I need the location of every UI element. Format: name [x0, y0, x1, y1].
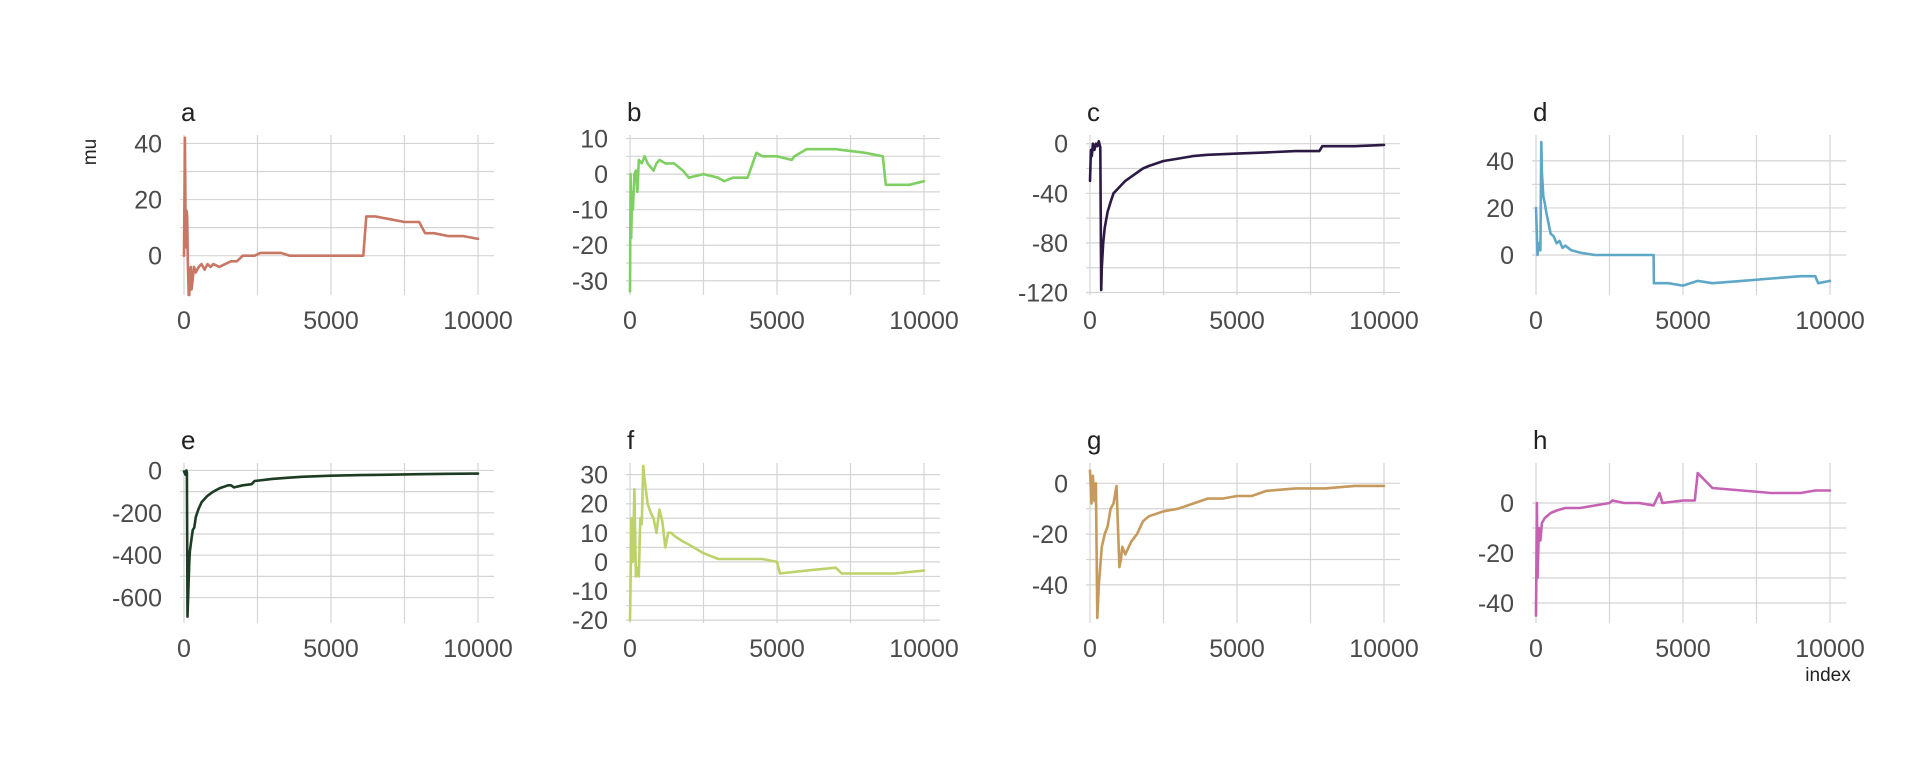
y-tick-label: -30	[572, 268, 608, 296]
series-line	[182, 469, 480, 618]
y-tick-label: 10	[580, 126, 608, 154]
panel-letter: e	[181, 425, 195, 455]
panel-h: h 0 5000 10000 0 -20 -40	[1478, 425, 1865, 663]
y-tick-label: 0	[594, 161, 608, 189]
y-tick-label: -40	[1478, 590, 1514, 618]
series-line	[1088, 139, 1386, 292]
panel-letter: g	[1087, 425, 1101, 455]
x-tick-label: 5000	[1209, 307, 1265, 335]
panel-letter: b	[627, 97, 641, 127]
y-tick-label: -200	[112, 500, 162, 528]
series-line	[182, 136, 480, 297]
x-tick-label: 10000	[1795, 635, 1865, 663]
x-tick-label: 10000	[889, 307, 959, 335]
x-tick-label: 10000	[1349, 307, 1419, 335]
y-tick-label: 0	[1500, 490, 1514, 518]
x-tick-label: 5000	[303, 635, 359, 663]
x-tick-label: 0	[1529, 307, 1543, 335]
y-tick-label: 0	[1054, 470, 1068, 498]
x-tick-label: 0	[623, 635, 637, 663]
panel-letter: c	[1087, 97, 1100, 127]
y-tick-label: 40	[134, 130, 162, 158]
y-tick-label: 20	[1486, 195, 1514, 223]
series-line	[628, 147, 926, 293]
y-tick-label: -20	[572, 232, 608, 260]
y-tick-label: 30	[580, 462, 608, 490]
y-tick-label: -20	[1032, 521, 1068, 549]
x-tick-label: 10000	[1349, 635, 1419, 663]
x-tick-label: 5000	[749, 635, 805, 663]
y-tick-label: 0	[148, 457, 162, 485]
x-tick-label: 5000	[1655, 635, 1711, 663]
y-tick-label: -10	[572, 578, 608, 606]
y-tick-label: -400	[112, 542, 162, 570]
x-tick-label: 5000	[749, 307, 805, 335]
y-tick-label: -10	[572, 197, 608, 225]
x-tick-label: 0	[1083, 635, 1097, 663]
y-tick-label: 20	[134, 187, 162, 215]
x-tick-label: 0	[177, 635, 191, 663]
x-tick-label: 10000	[443, 635, 513, 663]
panel-letter: a	[181, 97, 196, 127]
panel-b: b 0 5000 10000 10 0 -10 -20 -30	[572, 97, 959, 335]
y-tick-label: -40	[1032, 572, 1068, 600]
x-tick-label: 0	[177, 307, 191, 335]
x-tick-label: 10000	[443, 307, 513, 335]
y-tick-label: -120	[1018, 280, 1068, 308]
y-tick-label: 0	[148, 243, 162, 271]
series-line	[1088, 469, 1386, 620]
x-tick-label: 5000	[303, 307, 359, 335]
y-tick-label: -600	[112, 585, 162, 613]
y-tick-label: -20	[1478, 540, 1514, 568]
x-axis-title: index	[1805, 665, 1851, 686]
y-tick-label: -40	[1032, 180, 1068, 208]
panel-letter: f	[627, 425, 635, 455]
y-tick-label: 0	[1054, 131, 1068, 159]
x-tick-label: 10000	[1795, 307, 1865, 335]
panel-letter: h	[1533, 425, 1547, 455]
panel-d: d 0 5000 10000 40 20 0	[1486, 97, 1865, 335]
panel-a: a 0 5000 10000 40 20 0	[134, 97, 513, 335]
y-tick-label: -20	[572, 607, 608, 635]
x-tick-label: 5000	[1209, 635, 1265, 663]
x-tick-label: 10000	[889, 635, 959, 663]
series-line	[1534, 140, 1832, 287]
y-tick-label: 0	[594, 549, 608, 577]
x-tick-label: 5000	[1655, 307, 1711, 335]
x-tick-label: 0	[623, 307, 637, 335]
panel-letter: d	[1533, 97, 1547, 127]
series-line	[1534, 471, 1832, 617]
y-tick-label: 40	[1486, 148, 1514, 176]
y-tick-label: 0	[1500, 242, 1514, 270]
y-axis-title: mu	[80, 139, 101, 165]
y-tick-label: 20	[580, 491, 608, 519]
x-tick-label: 0	[1083, 307, 1097, 335]
series-line	[628, 464, 926, 622]
y-tick-label: -80	[1032, 230, 1068, 258]
x-tick-label: 0	[1529, 635, 1543, 663]
y-tick-label: 10	[580, 520, 608, 548]
